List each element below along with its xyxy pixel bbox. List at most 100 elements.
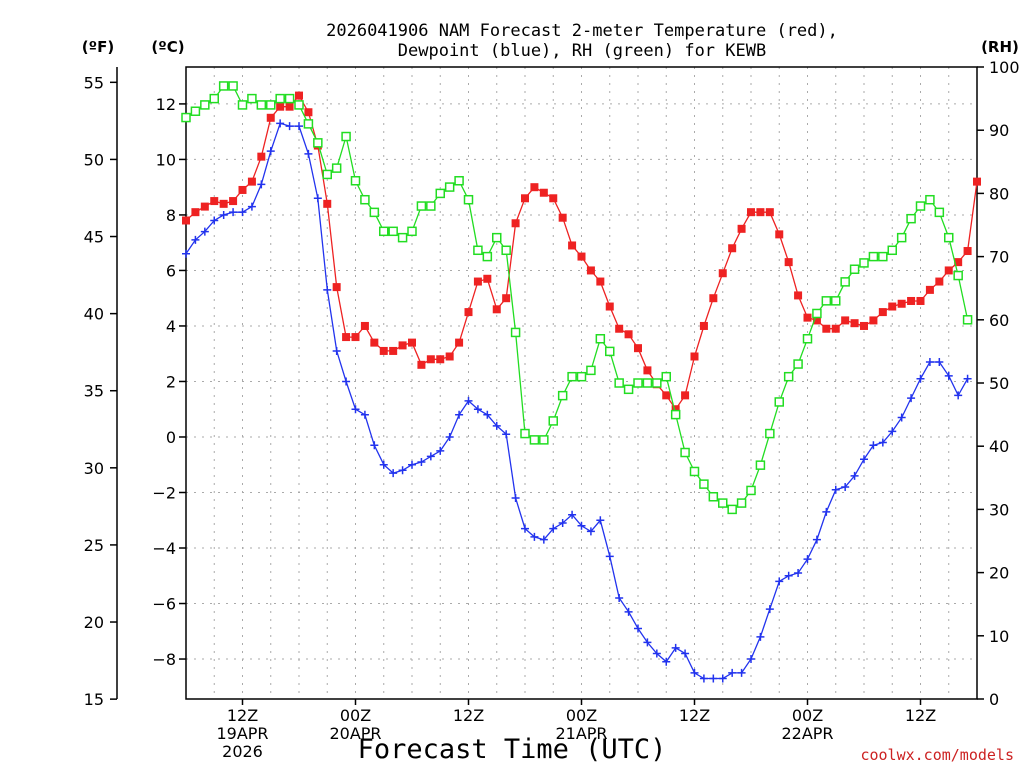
- point-rh: [444, 182, 455, 192]
- point-dewpoint: [530, 532, 539, 541]
- point-rh: [388, 226, 398, 237]
- x-tick-label: 12Z: [453, 706, 484, 725]
- point-dewpoint: [351, 405, 360, 414]
- rh-tick-label: 100: [989, 58, 1020, 77]
- point-dewpoint: [624, 607, 633, 616]
- point-rh: [633, 378, 643, 388]
- point-dewpoint: [191, 235, 200, 244]
- x-tick-label: 12Z: [227, 706, 258, 725]
- point-dewpoint: [426, 452, 435, 461]
- point-dewpoint: [313, 194, 322, 203]
- point-temp: [351, 333, 360, 342]
- point-temp: [398, 341, 407, 350]
- point-dewpoint: [266, 147, 275, 156]
- point-temp: [304, 108, 313, 117]
- point-temp: [605, 302, 614, 311]
- unit-label-rh: (RH): [981, 38, 1019, 56]
- point-dewpoint: [182, 249, 190, 258]
- rh-tick-label: 90: [989, 121, 1009, 140]
- point-dewpoint: [860, 455, 868, 464]
- point-dewpoint: [247, 202, 256, 211]
- point-temp: [643, 366, 652, 375]
- point-rh: [878, 251, 888, 262]
- celsius-tick-label: 6: [166, 261, 176, 280]
- point-dewpoint: [558, 519, 567, 528]
- celsius-tick-label: 0: [166, 428, 176, 447]
- point-temp: [850, 319, 859, 328]
- fahrenheit-tick-label: 20: [84, 613, 104, 632]
- point-rh: [463, 194, 474, 205]
- point-temp: [445, 352, 454, 361]
- point-dewpoint: [699, 674, 708, 683]
- celsius-tick-label: 12: [156, 95, 176, 114]
- point-temp: [973, 177, 981, 186]
- series-line-rh: [185, 85, 969, 511]
- x-axis-label: Forecast Time (UTC): [358, 734, 667, 765]
- point-dewpoint: [304, 149, 313, 158]
- celsius-tick-label: −6: [152, 595, 176, 614]
- point-dewpoint: [634, 624, 642, 633]
- point-temp: [577, 252, 586, 261]
- point-dewpoint: [794, 568, 803, 577]
- point-dewpoint: [539, 535, 548, 544]
- point-rh: [397, 232, 408, 243]
- point-rh: [322, 169, 332, 180]
- point-temp: [511, 219, 520, 228]
- point-temp: [907, 296, 916, 305]
- point-dewpoint: [690, 668, 699, 677]
- fahrenheit-tick-label: 40: [84, 305, 104, 324]
- point-temp: [662, 391, 671, 400]
- point-rh: [360, 194, 370, 205]
- point-temp: [634, 344, 642, 353]
- point-dewpoint: [925, 358, 934, 367]
- axes: [116, 66, 978, 700]
- point-dewpoint: [878, 438, 887, 447]
- x-tick-label: 22APR: [781, 724, 833, 743]
- point-temp: [464, 308, 473, 317]
- point-dewpoint: [963, 374, 972, 383]
- point-temp: [765, 208, 774, 217]
- point-temp: [568, 241, 577, 250]
- point-rh: [557, 390, 568, 401]
- point-dewpoint: [521, 524, 529, 533]
- rh-tick-label: 0: [989, 690, 999, 709]
- point-temp: [709, 294, 718, 303]
- point-dewpoint: [803, 555, 812, 564]
- point-rh: [896, 232, 907, 243]
- point-rh: [190, 106, 201, 116]
- point-dewpoint: [747, 655, 755, 664]
- x-tick-label: 19APR: [216, 724, 268, 743]
- point-rh: [510, 327, 521, 338]
- point-rh: [906, 213, 916, 224]
- chart-title-line2: Dewpoint (blue), RH (green) for KEWB: [398, 41, 766, 61]
- point-rh: [435, 188, 445, 199]
- point-temp: [624, 330, 633, 339]
- point-dewpoint: [907, 394, 916, 403]
- point-rh: [953, 270, 963, 281]
- point-temp: [229, 197, 238, 206]
- point-dewpoint: [841, 482, 850, 491]
- point-rh: [812, 308, 822, 319]
- point-dewpoint: [285, 122, 294, 131]
- celsius-tick-label: −2: [152, 483, 176, 502]
- point-dewpoint: [389, 469, 398, 478]
- celsius-tick-label: 4: [166, 317, 176, 336]
- point-rh: [746, 485, 756, 496]
- point-rh: [840, 277, 850, 287]
- unit-label-celsius: (ºC): [151, 38, 184, 56]
- point-rh: [539, 435, 549, 445]
- point-temp: [408, 338, 416, 347]
- point-rh: [774, 397, 784, 407]
- point-rh: [887, 245, 897, 256]
- point-rh: [868, 251, 879, 262]
- point-rh: [689, 466, 700, 477]
- point-temp: [389, 346, 398, 355]
- point-dewpoint: [605, 552, 614, 561]
- celsius-tick-label: 2: [166, 372, 176, 391]
- point-rh: [379, 226, 389, 237]
- point-dewpoint: [483, 410, 492, 419]
- point-dewpoint: [276, 119, 285, 128]
- point-temp: [332, 283, 341, 292]
- fahrenheit-tick-label: 35: [84, 382, 104, 401]
- x-tick-label: 12Z: [679, 706, 710, 725]
